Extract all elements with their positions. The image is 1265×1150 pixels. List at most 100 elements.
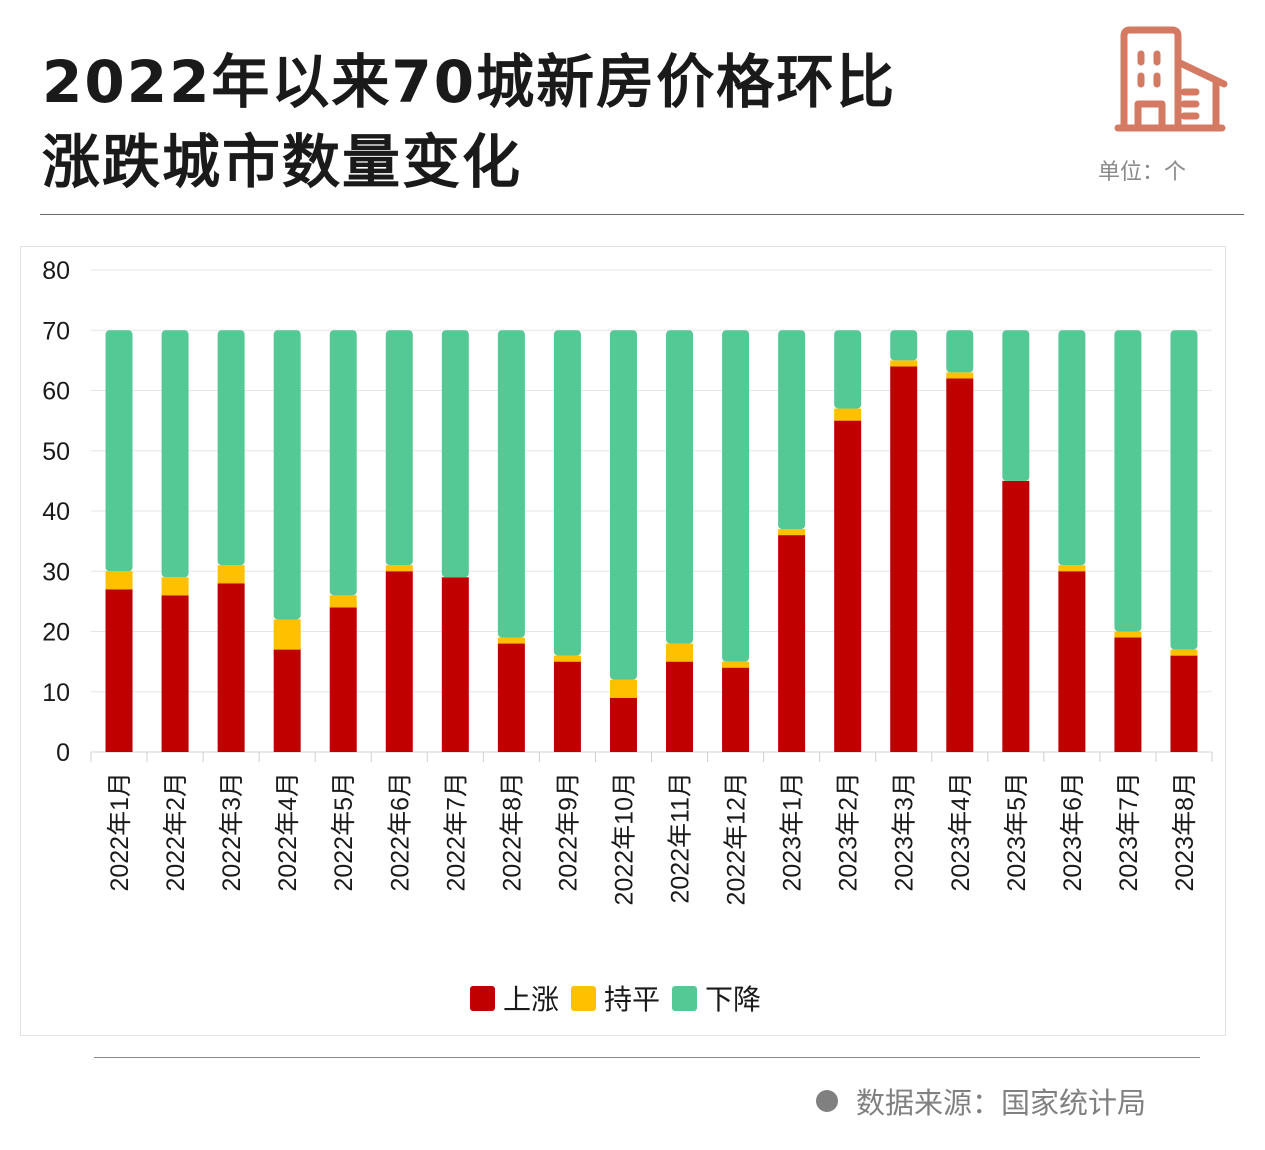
bar-segment-up [497,643,525,752]
bar-segment-up [1170,655,1198,752]
y-tick-label: 40 [42,498,70,526]
bar-segment-up [1114,637,1142,752]
bar-segment-flat [553,655,581,662]
x-tick-label: 2022年12月 [723,772,751,905]
bar-segment-down [329,330,357,596]
bullet-icon [816,1090,838,1112]
header-divider [40,214,1244,215]
bar-segment-flat [722,661,750,668]
bar-segment-flat [666,643,694,662]
bar-segment-flat [1114,631,1142,638]
bar-segment-down [1170,330,1198,650]
bar-segment-down [1114,330,1142,632]
bar-segment-up [722,667,750,752]
bar-segment-down [834,330,862,409]
bar-segment-up [946,378,974,752]
bar-segment-up [441,577,469,752]
bar-segment-up [217,583,245,752]
bar-segment-flat [609,679,637,698]
y-tick-label: 80 [42,257,70,285]
bar-segment-up [890,366,918,752]
bar-segment-up [778,535,806,752]
bar-segment-up [666,661,694,752]
legend-swatch-down [672,985,698,1011]
bar-segment-flat [273,619,301,650]
chart-panel [20,246,1226,1036]
title-line-2: 涨跌城市数量变化 [42,128,523,196]
y-tick-label: 20 [42,619,70,647]
data-source: 数据来源：国家统计局 [816,1080,1146,1122]
bar-segment-up [1002,480,1030,752]
bar-segment-flat [385,565,413,572]
y-tick-label: 10 [42,679,70,707]
x-tick-label: 2022年11月 [667,772,695,904]
bar-segment-up [273,649,301,752]
legend-label-down: 下降 [705,983,762,1016]
bar-segment-flat [217,565,245,584]
bar-segment-down [497,330,525,638]
bar-segment-down [722,330,750,662]
chart-title: 2022年以来70城新房价格环比 涨跌城市数量变化 [42,42,896,202]
x-tick-label: 2023年2月 [835,772,863,892]
bar-segment-down [1002,330,1030,481]
title-line-1: 2022年以来70城新房价格环比 [42,48,897,116]
legend-label-up: 上涨 [503,983,560,1016]
building-icon [1114,26,1228,132]
x-tick-label: 2023年5月 [1003,772,1031,892]
bar-segment-flat [1058,565,1086,572]
bar-segment-up [553,661,581,752]
y-tick-label: 70 [42,317,70,345]
bar-segment-down [105,330,133,572]
bar-segment-down [553,330,581,656]
legend: 上涨 持平 下降 [470,978,773,1018]
bar-segment-flat [778,529,806,536]
footer-divider [94,1057,1200,1058]
bar-segment-flat [329,595,357,608]
bar-segment-flat [890,360,918,367]
x-tick-label: 2023年6月 [1059,772,1087,892]
bar-segment-up [609,697,637,752]
unit-label: 单位：个 [1098,160,1187,185]
bar-segment-flat [834,408,862,421]
bar-segment-up [1058,571,1086,752]
bar-segment-down [1058,330,1086,566]
x-tick-label: 2023年4月 [947,772,975,892]
source-text: 数据来源：国家统计局 [856,1086,1147,1120]
x-tick-label: 2022年5月 [330,772,358,892]
y-tick-label: 30 [42,558,70,586]
bar-segment-up [161,595,189,752]
legend-swatch-up [470,985,495,1011]
x-tick-label: 2022年3月 [218,772,246,892]
y-tick-label: 60 [42,378,70,406]
y-tick-label: 0 [56,739,70,767]
x-tick-label: 2023年7月 [1115,772,1143,892]
bar-segment-down [946,330,974,373]
x-tick-label: 2022年7月 [442,772,470,892]
bar-segment-up [329,607,357,752]
bar-segment-up [105,589,133,752]
bar-segment-down [273,330,301,620]
bar-segment-down [385,330,413,566]
x-tick-label: 2022年2月 [162,772,190,892]
bar-segment-flat [161,577,189,596]
bar-segment-up [834,420,862,752]
bar-segment-down [778,330,806,530]
x-tick-label: 2022年9月 [554,772,582,892]
x-tick-label: 2022年8月 [498,772,526,892]
x-tick-label: 2022年10月 [610,772,638,905]
x-tick-label: 2023年3月 [891,772,919,892]
legend-label-flat: 持平 [604,983,661,1016]
x-tick-label: 2023年8月 [1171,772,1199,892]
x-tick-label: 2023年1月 [779,772,807,892]
x-tick-label: 2022年4月 [274,772,302,892]
bar-segment-down [161,330,189,578]
bar-segment-down [217,330,245,566]
bar-segment-down [890,330,918,361]
bar-segment-flat [946,372,974,379]
x-tick-label: 2022年6月 [386,772,414,892]
bar-segment-down [441,330,469,578]
x-tick-label: 2022年1月 [106,772,134,892]
bar-segment-down [609,330,637,680]
bar-segment-up [385,571,413,752]
